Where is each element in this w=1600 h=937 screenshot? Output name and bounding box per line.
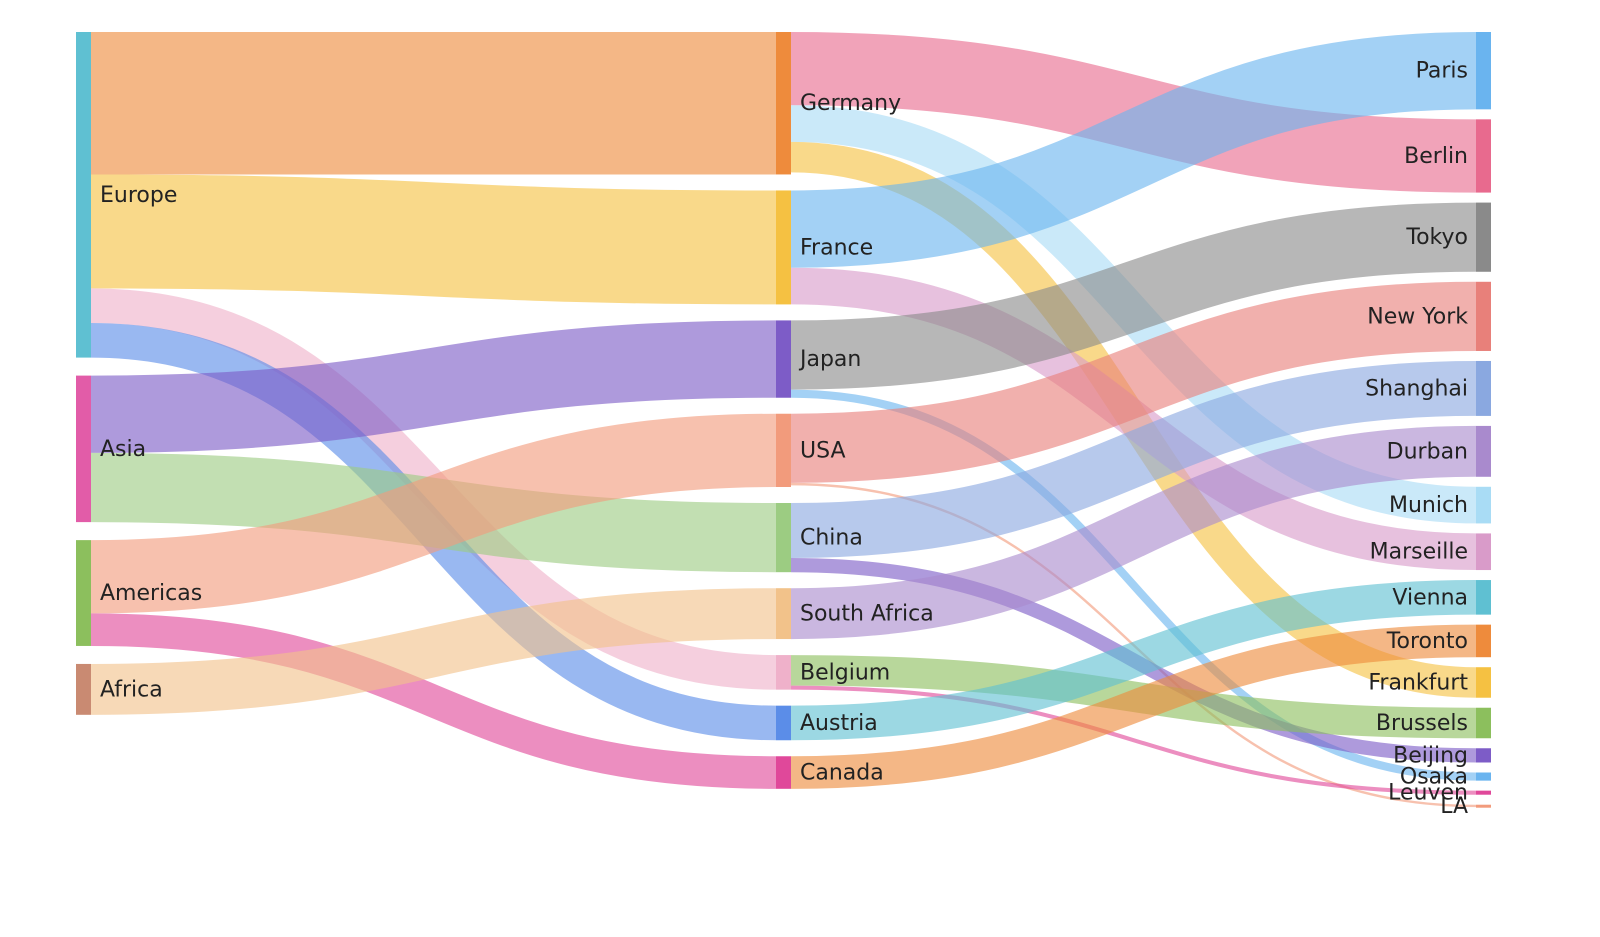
node-berlin[interactable] xyxy=(1476,119,1491,193)
link-americas-to-canada[interactable] xyxy=(90,613,777,789)
node-china[interactable] xyxy=(776,503,791,573)
link-belgium-to-leuven[interactable] xyxy=(790,685,1477,795)
link-canada-to-toronto[interactable] xyxy=(790,624,1477,789)
node-label-vienna: Vienna xyxy=(1392,585,1468,610)
nodes-layer xyxy=(76,32,1491,808)
node-label-japan: Japan xyxy=(798,347,861,372)
node-label-americas: Americas xyxy=(100,581,202,606)
node-label-leuven: Leuven xyxy=(1388,781,1468,806)
node-osaka[interactable] xyxy=(1476,772,1491,781)
node-label-brussels: Brussels xyxy=(1376,711,1468,736)
node-japan[interactable] xyxy=(776,320,791,398)
node-marseille[interactable] xyxy=(1476,533,1491,571)
node-label-new-york: New York xyxy=(1367,304,1468,329)
link-americas-to-usa[interactable] xyxy=(90,413,777,614)
node-france[interactable] xyxy=(776,190,791,305)
link-china-to-shanghai[interactable] xyxy=(790,360,1477,558)
node-label-africa: Africa xyxy=(100,677,163,702)
labels-layer: Europe Asia Americas Africa Germany France Jap… xyxy=(100,59,1468,820)
link-south-africa-to-durban[interactable] xyxy=(790,425,1477,640)
node-new-york[interactable] xyxy=(1476,281,1491,351)
node-label-belgium: Belgium xyxy=(800,660,890,685)
node-label-tokyo: Tokyo xyxy=(1405,225,1468,250)
link-asia-to-japan[interactable] xyxy=(90,320,777,453)
node-label-europe: Europe xyxy=(100,183,177,208)
node-label-germany: Germany xyxy=(800,91,901,116)
node-label-china: China xyxy=(800,526,863,551)
node-europe[interactable] xyxy=(76,32,91,358)
node-label-frankfurt: Frankfurt xyxy=(1368,670,1468,695)
node-label-austria: Austria xyxy=(800,711,878,736)
link-japan-to-tokyo[interactable] xyxy=(790,202,1477,390)
node-americas[interactable] xyxy=(76,540,91,646)
node-label-marseille: Marseille xyxy=(1370,540,1468,565)
node-asia[interactable] xyxy=(76,375,91,523)
node-label-berlin: Berlin xyxy=(1404,144,1468,169)
node-label-durban: Durban xyxy=(1387,439,1468,464)
node-label-osaka: Osaka xyxy=(1400,765,1468,790)
node-vienna[interactable] xyxy=(1476,580,1491,615)
node-label-munich: Munich xyxy=(1389,493,1468,518)
link-usa-to-new-york[interactable] xyxy=(790,281,1477,483)
node-beijing[interactable] xyxy=(1476,748,1491,763)
links-layer xyxy=(90,31,1477,808)
node-germany[interactable] xyxy=(776,32,791,175)
node-label-south-africa: South Africa xyxy=(800,602,934,627)
node-canada[interactable] xyxy=(776,756,791,789)
node-leuven[interactable] xyxy=(1476,790,1491,795)
node-label-shanghai: Shanghai xyxy=(1365,376,1468,401)
link-europe-to-france[interactable] xyxy=(90,174,777,305)
node-la[interactable] xyxy=(1476,804,1491,808)
node-frankfurt[interactable] xyxy=(1476,667,1491,698)
node-south-africa[interactable] xyxy=(776,588,791,640)
node-usa[interactable] xyxy=(776,413,791,487)
node-label-paris: Paris xyxy=(1416,59,1468,84)
node-brussels[interactable] xyxy=(1476,707,1491,739)
node-label-toronto: Toronto xyxy=(1386,629,1468,654)
node-toronto[interactable] xyxy=(1476,624,1491,658)
node-shanghai[interactable] xyxy=(1476,360,1491,416)
node-belgium[interactable] xyxy=(776,655,791,690)
node-africa[interactable] xyxy=(76,663,91,715)
link-austria-to-vienna[interactable] xyxy=(790,580,1477,741)
node-label-beijing: Beijing xyxy=(1393,743,1468,768)
node-tokyo[interactable] xyxy=(1476,202,1491,272)
node-paris[interactable] xyxy=(1476,32,1491,110)
node-label-la: LA xyxy=(1440,794,1468,819)
link-france-to-paris[interactable] xyxy=(790,32,1477,268)
node-label-france: France xyxy=(800,235,873,260)
node-durban[interactable] xyxy=(1476,425,1491,477)
node-label-asia: Asia xyxy=(100,437,146,462)
node-label-usa: USA xyxy=(800,438,846,463)
node-munich[interactable] xyxy=(1476,486,1491,524)
node-austria[interactable] xyxy=(776,705,791,741)
link-africa-to-south-africa[interactable] xyxy=(90,588,777,715)
node-label-canada: Canada xyxy=(800,761,884,786)
